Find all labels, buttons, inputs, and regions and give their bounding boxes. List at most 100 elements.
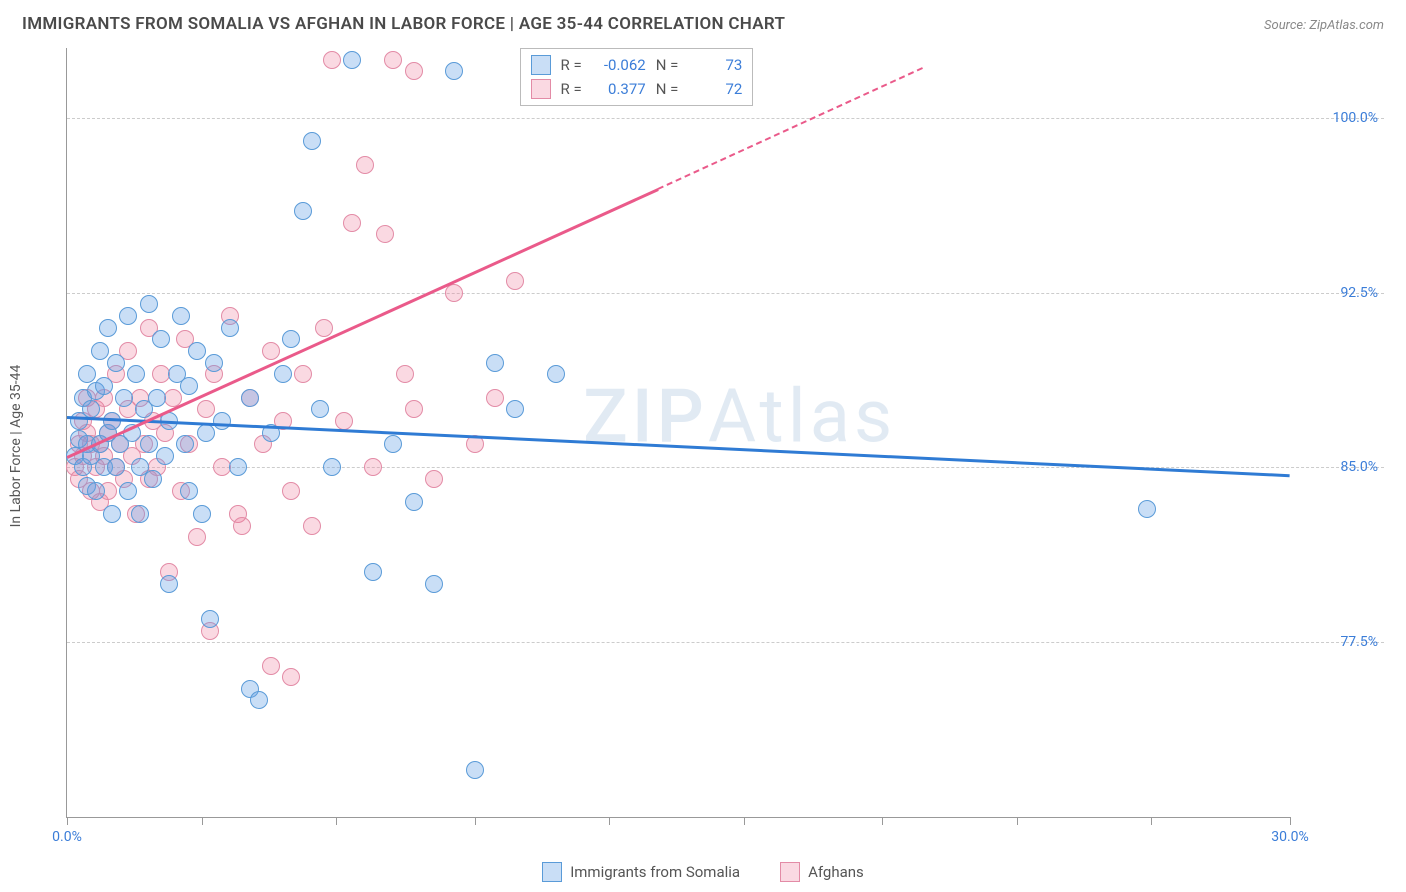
data-point-series1 [180, 377, 198, 395]
data-point-series1 [87, 482, 105, 500]
data-point-series1 [201, 610, 219, 628]
chart-title: IMMIGRANTS FROM SOMALIA VS AFGHAN IN LAB… [22, 14, 785, 34]
data-point-series1 [547, 365, 565, 383]
data-point-series2 [262, 657, 280, 675]
data-point-series2 [233, 517, 251, 535]
swatch-series2-icon [531, 79, 551, 99]
data-point-series1 [323, 458, 341, 476]
data-point-series2 [303, 517, 321, 535]
data-point-series1 [140, 435, 158, 453]
y-tick-label: 92.5% [1340, 285, 1378, 301]
data-point-series2 [396, 365, 414, 383]
data-point-series1 [115, 389, 133, 407]
data-point-series1 [229, 458, 247, 476]
n-value-series2: 72 [688, 80, 742, 98]
data-point-series1 [193, 505, 211, 523]
r-label: R = [561, 80, 582, 98]
data-point-series2 [197, 400, 215, 418]
x-tick [882, 817, 883, 825]
data-point-series1 [250, 691, 268, 709]
data-point-series1 [405, 493, 423, 511]
legend-item-series2: Afghans [780, 862, 864, 882]
chart-header: IMMIGRANTS FROM SOMALIA VS AFGHAN IN LAB… [0, 0, 1406, 42]
data-point-series2 [294, 365, 312, 383]
gridline [67, 293, 1384, 294]
plot-region: ZIPAtlas R = -0.062 N = 73 R = 0.377 N =… [66, 48, 1290, 818]
x-tick-label: 30.0% [1271, 829, 1309, 845]
data-point-series1 [91, 342, 109, 360]
n-value-series1: 73 [688, 56, 742, 74]
data-point-series2 [486, 389, 504, 407]
data-point-series2 [506, 272, 524, 290]
data-point-series2 [152, 365, 170, 383]
data-point-series1 [107, 354, 125, 372]
correlation-stats-box: R = -0.062 N = 73 R = 0.377 N = 72 [520, 48, 754, 106]
data-point-series1 [99, 319, 117, 337]
legend-label-series2: Afghans [808, 863, 864, 881]
data-point-series1 [241, 389, 259, 407]
stats-row-series2: R = 0.377 N = 72 [531, 77, 743, 101]
data-point-series1 [466, 761, 484, 779]
y-axis-label: In Labor Force | Age 35-44 [8, 365, 24, 528]
data-point-series2 [343, 214, 361, 232]
data-point-series2 [405, 400, 423, 418]
data-point-series1 [176, 435, 194, 453]
data-point-series1 [188, 342, 206, 360]
data-point-series2 [213, 458, 231, 476]
x-tick [609, 817, 610, 825]
data-point-series1 [425, 575, 443, 593]
x-tick-label: 0.0% [52, 829, 82, 845]
data-point-series1 [144, 470, 162, 488]
data-point-series1 [213, 412, 231, 430]
legend: Immigrants from Somalia Afghans [0, 862, 1406, 882]
swatch-series1-icon [531, 55, 551, 75]
x-tick [1151, 817, 1152, 825]
data-point-series2 [425, 470, 443, 488]
data-point-series1 [180, 482, 198, 500]
data-point-series1 [445, 62, 463, 80]
r-value-series2: 0.377 [592, 80, 646, 98]
data-point-series2 [356, 156, 374, 174]
data-point-series2 [262, 342, 280, 360]
chart-area: In Labor Force | Age 35-44 ZIPAtlas R = … [22, 48, 1384, 844]
data-point-series1 [95, 377, 113, 395]
data-point-series1 [486, 354, 504, 372]
data-point-series1 [506, 400, 524, 418]
data-point-series2 [405, 62, 423, 80]
x-tick [475, 817, 476, 825]
gridline [67, 118, 1384, 119]
r-value-series1: -0.062 [592, 56, 646, 74]
data-point-series1 [107, 458, 125, 476]
data-point-series1 [343, 51, 361, 69]
data-point-series2 [364, 458, 382, 476]
gridline [67, 642, 1384, 643]
x-tick [1290, 817, 1291, 825]
data-point-series1 [78, 365, 96, 383]
data-point-series1 [140, 295, 158, 313]
x-tick [336, 817, 337, 825]
data-point-series2 [384, 51, 402, 69]
data-point-series1 [148, 389, 166, 407]
data-point-series1 [131, 505, 149, 523]
data-point-series2 [315, 319, 333, 337]
data-point-series1 [384, 435, 402, 453]
x-tick [1017, 817, 1018, 825]
data-point-series1 [119, 307, 137, 325]
stats-row-series1: R = -0.062 N = 73 [531, 53, 743, 77]
data-point-series1 [127, 365, 145, 383]
y-tick-label: 85.0% [1340, 459, 1378, 475]
data-point-series1 [152, 330, 170, 348]
data-point-series2 [335, 412, 353, 430]
data-point-series1 [103, 505, 121, 523]
data-point-series1 [274, 365, 292, 383]
data-point-series1 [119, 482, 137, 500]
r-label: R = [561, 56, 582, 74]
gridline [67, 467, 1384, 468]
y-tick-label: 77.5% [1340, 634, 1378, 650]
swatch-series1-icon [542, 862, 562, 882]
n-label: N = [656, 80, 679, 98]
data-point-series1 [294, 202, 312, 220]
x-tick [67, 817, 68, 825]
data-point-series2 [188, 528, 206, 546]
data-point-series1 [197, 424, 215, 442]
